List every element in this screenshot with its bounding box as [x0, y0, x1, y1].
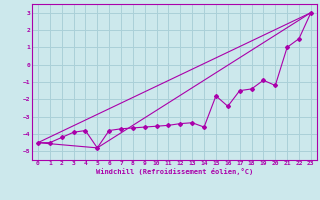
- X-axis label: Windchill (Refroidissement éolien,°C): Windchill (Refroidissement éolien,°C): [96, 168, 253, 175]
